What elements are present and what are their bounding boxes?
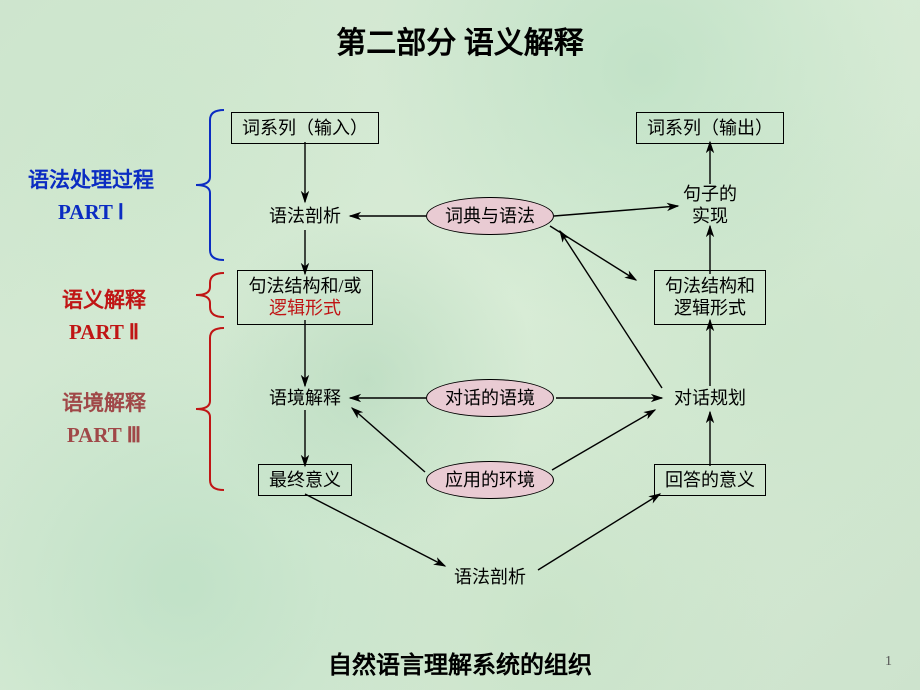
node-appenv: 应用的环境 (426, 461, 554, 500)
node-dialogplan: 对话规划 (674, 387, 746, 410)
node-parse1: 语法剖析 (269, 205, 341, 228)
node-finalmean: 最终意义 (258, 464, 352, 497)
node-dict: 词典与语法 (426, 197, 554, 236)
section-label-sec1: 语法处理过程PART Ⅰ (28, 165, 154, 228)
section-label-sec3: 语境解释PART Ⅲ (62, 388, 146, 451)
node-synsem2: 句法结构和 逻辑形式 (654, 270, 766, 325)
node-dialogctx: 对话的语境 (426, 379, 554, 418)
node-synsem: 句法结构和/或 逻辑形式 (237, 270, 372, 325)
node-input: 词系列（输入） (231, 112, 379, 145)
page-title: 第二部分 语义解释 (0, 18, 920, 62)
node-ansmean: 回答的意义 (654, 464, 766, 497)
node-ctxinterp: 语境解释 (269, 387, 341, 410)
section-label-sec2: 语义解释PART Ⅱ (62, 285, 146, 348)
node-realize: 句子的 实现 (683, 183, 737, 228)
node-output: 词系列（输出） (636, 112, 784, 145)
page-subtitle: 自然语言理解系统的组织 (0, 645, 920, 680)
page-number: 1 (885, 654, 892, 670)
node-parse2: 语法剖析 (454, 566, 526, 589)
